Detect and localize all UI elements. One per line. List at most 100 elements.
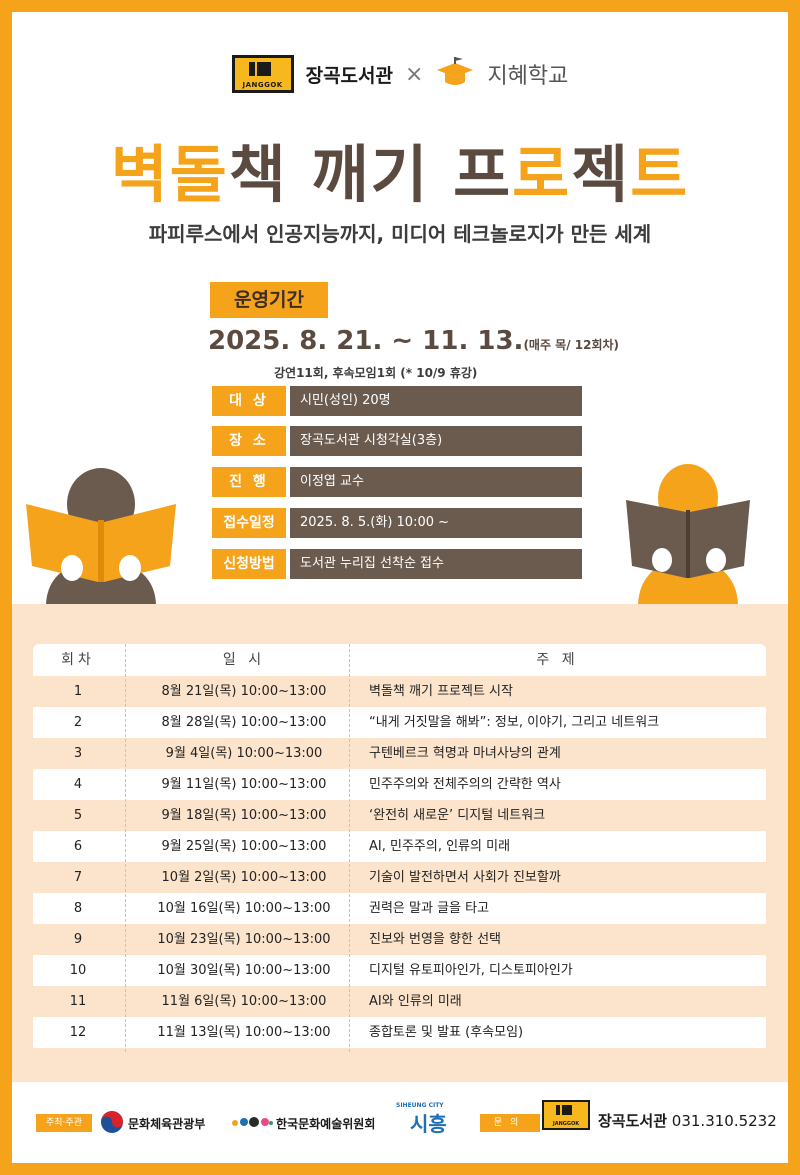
info-row-target: 대 상 시민(성인) 20명 [212, 386, 582, 416]
schedule-date: 9월 18일(목) 10:00~13:00 [161, 808, 327, 823]
table-row: 2 8월 28일(목) 10:00~13:00 “내게 거짓말을 해봐”: 정보, … [33, 707, 766, 738]
schedule-date: 10월 23일(목) 10:00~13:00 [157, 932, 331, 947]
schedule-date: 8월 21일(목) 10:00~13:00 [161, 684, 327, 699]
schedule-topic: 디지털 유토피아인가, 디스토피아인가 [369, 963, 573, 978]
schedule-topic: “내게 거짓말을 해봐”: 정보, 이야기, 그리고 네트워크 [369, 715, 660, 730]
schedule-date: 9월 11일(목) 10:00~13:00 [161, 777, 327, 792]
graduation-cap-icon [435, 57, 475, 91]
contact-number: 031.310.5232 [671, 1112, 777, 1130]
host-label: 주최·주관 [36, 1114, 92, 1132]
arts-council-icon [230, 1114, 274, 1134]
column-divider [349, 644, 350, 1052]
main-title: 벽돌책 깨기 프로젝트 [12, 124, 788, 214]
janggok-logo-text: JANGGOK [242, 81, 283, 89]
table-row: 12 11월 13일(목) 10:00~13:00 종합토론 및 발표 (후속모임) [33, 1017, 766, 1048]
info-row-method: 신청방법 도서관 누리집 선착순 접수 [212, 549, 582, 579]
poster-frame: JANGGOK 장곡도서관 × 지혜학교 벽돌책 깨기 프로젝트 파피루스에서 … [12, 12, 788, 1163]
contact-phone: 장곡도서관 031.310.5232 [598, 1110, 777, 1131]
schedule-date: 9월 25일(목) 10:00~13:00 [161, 839, 327, 854]
info-value: 시민(성인) 20명 [290, 386, 582, 416]
schedule-no: 6 [73, 839, 83, 854]
schedule-topic: 구텐베르크 혁명과 마녀사냥의 관계 [369, 746, 561, 761]
info-label: 진 행 [212, 467, 286, 497]
info-row-host: 진 행 이정엽 교수 [212, 467, 582, 497]
schedule-no: 7 [73, 870, 83, 885]
header-topic: 주 제 [536, 652, 579, 668]
period-dates: 2025. 8. 21. ~ 11. 13.(매주 목/ 12회차) [208, 326, 619, 356]
title-part: 벽돌 [110, 138, 229, 211]
janggok-logo-footer: JANGGOK [542, 1100, 590, 1130]
schedule-date: 11월 13일(목) 10:00~13:00 [157, 1025, 331, 1040]
column-divider [125, 644, 126, 1052]
table-row: 11 11월 6일(목) 10:00~13:00 AI와 인류의 미래 [33, 986, 766, 1017]
schedule-date: 10월 16일(목) 10:00~13:00 [157, 901, 331, 916]
footer: 주최·주관 문화체육관광부 한국문화예술위원회 SIHEUNG CITY 시흥 … [12, 1082, 788, 1163]
info-value: 도서관 누리집 선착순 접수 [290, 549, 582, 579]
contact-label: 문의 [480, 1114, 540, 1132]
schedule-no: 1 [73, 684, 83, 699]
poster-top: JANGGOK 장곡도서관 × 지혜학교 벽돌책 깨기 프로젝트 파피루스에서 … [12, 12, 788, 604]
schedule-topic: 벽돌책 깨기 프로젝트 시작 [369, 684, 513, 699]
siheung-logo: 시흥 [410, 1112, 447, 1136]
header-date: 일 시 [222, 652, 266, 668]
schedule-table: 회차 일 시 주 제 1 8월 21일(목) 10:00~13:00 벽돌책 깨기 … [33, 644, 766, 1052]
org-ministry: 문화체육관광부 [128, 1117, 206, 1131]
schedule-date: 10월 30일(목) 10:00~13:00 [157, 963, 331, 978]
schedule-section: 회차 일 시 주 제 1 8월 21일(목) 10:00~13:00 벽돌책 깨기 … [12, 604, 788, 1082]
schedule-topic: 민주주의와 전체주의의 간략한 역사 [369, 777, 561, 792]
library-name: 장곡도서관 [305, 65, 393, 87]
table-row: 9 10월 23일(목) 10:00~13:00 진보와 번영을 향한 선택 [33, 924, 766, 955]
info-value: 장곡도서관 시청각실(3층) [290, 426, 582, 456]
info-label: 대 상 [212, 386, 286, 416]
info-value: 2025. 8. 5.(화) 10:00 ~ [290, 508, 582, 538]
title-part: 젝 [571, 138, 631, 211]
schedule-no: 3 [73, 746, 83, 761]
period-note: 강연11회, 후속모임1회 (* 10/9 휴강) [274, 366, 478, 380]
schedule-no: 11 [69, 994, 87, 1009]
reader-illustration-left [26, 464, 176, 608]
title-part: 로 [512, 138, 572, 211]
schedule-no: 5 [73, 808, 83, 823]
table-row: 3 9월 4일(목) 10:00~13:00 구텐베르크 혁명과 마녀사냥의 관계 [33, 738, 766, 769]
table-row: 10 10월 30일(목) 10:00~13:00 디지털 유토피아인가, 디스토피… [33, 955, 766, 986]
title-part: 트 [630, 138, 690, 211]
school-name: 지혜학교 [487, 64, 569, 89]
schedule-no: 2 [73, 715, 83, 730]
period-label: 운영기간 [210, 282, 328, 318]
schedule-topic: ‘완전히 새로운’ 디지털 네트워크 [369, 808, 546, 823]
schedule-no: 9 [73, 932, 83, 947]
info-label: 신청방법 [212, 549, 286, 579]
schedule-topic: AI, 민주주의, 인류의 미래 [369, 839, 511, 854]
title-part: 책 [228, 138, 288, 211]
schedule-topic: 기술이 발전하면서 사회가 진보할까 [369, 870, 561, 885]
period-dates-suffix: (매주 목/ 12회차) [523, 338, 620, 352]
table-row: 8 10월 16일(목) 10:00~13:00 권력은 말과 글을 타고 [33, 893, 766, 924]
contact-library-name: 장곡도서관 [598, 1112, 668, 1130]
info-label: 장 소 [212, 426, 286, 456]
cross-icon: × [405, 61, 424, 87]
janggok-logo: JANGGOK [231, 55, 294, 93]
schedule-date: 8월 28일(목) 10:00~13:00 [161, 715, 327, 730]
table-row: 7 10월 2일(목) 10:00~13:00 기술이 발전하면서 사회가 진보할까 [33, 862, 766, 893]
info-row-registration: 접수일정 2025. 8. 5.(화) 10:00 ~ [212, 508, 582, 538]
subtitle: 파피루스에서 인공지능까지, 미디어 테크놀로지가 만든 세계 [148, 222, 652, 246]
table-header: 회차 일 시 주 제 [33, 644, 766, 676]
table-row: 1 8월 21일(목) 10:00~13:00 벽돌책 깨기 프로젝트 시작 [33, 676, 766, 707]
schedule-topic: 종합토론 및 발표 (후속모임) [369, 1025, 524, 1040]
janggok-logo-footer-text: JANGGOK [552, 1121, 580, 1127]
schedule-no: 4 [73, 777, 83, 792]
info-value: 이정엽 교수 [290, 467, 582, 497]
header-logos: JANGGOK 장곡도서관 × 지혜학교 [12, 52, 788, 96]
table-row: 4 9월 11일(목) 10:00~13:00 민주주의와 전체주의의 간략한 역사 [33, 769, 766, 800]
schedule-no: 10 [69, 963, 87, 978]
schedule-no: 8 [73, 901, 83, 916]
schedule-topic: 진보와 번영을 향한 선택 [369, 932, 501, 947]
schedule-topic: AI와 인류의 미래 [369, 994, 462, 1009]
reader-illustration-right [624, 460, 752, 608]
table-row: 5 9월 18일(목) 10:00~13:00 ‘완전히 새로운’ 디지털 네트워크 [33, 800, 766, 831]
schedule-date: 9월 4일(목) 10:00~13:00 [165, 746, 323, 761]
period-dates-main: 2025. 8. 21. ~ 11. 13. [208, 326, 524, 356]
table-row: 6 9월 25일(목) 10:00~13:00 AI, 민주주의, 인류의 미래 [33, 831, 766, 862]
title-part: 깨기 [287, 138, 454, 211]
title-part: 프 [453, 138, 513, 211]
